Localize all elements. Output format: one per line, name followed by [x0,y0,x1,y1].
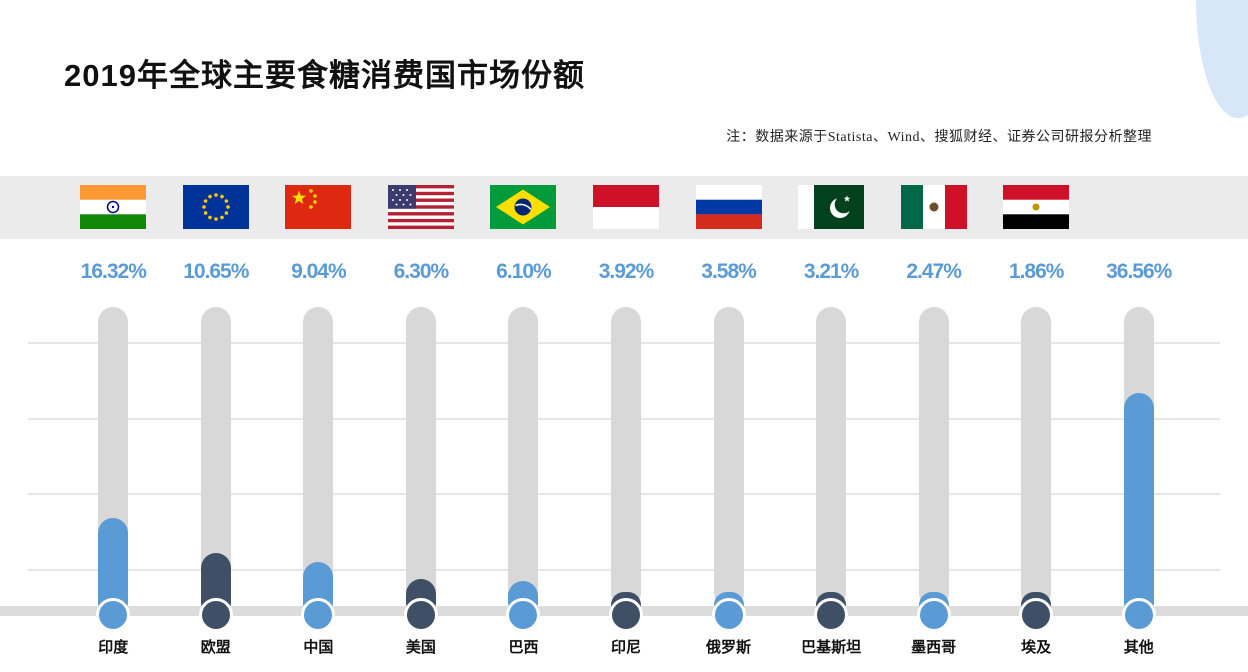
bar-dot [814,598,849,632]
bar-dot [916,598,951,632]
chart-title: 2019年全球主要食糖消费国市场份额 [64,58,585,93]
value-label: 36.56% [1106,260,1172,283]
bar-dot [198,598,233,632]
bar-dot [96,598,131,632]
column-others: 36.56% 其他 [1087,0,1190,672]
russia-flag-icon [695,185,762,229]
column-eu: 10.65% 欧盟 [165,0,268,672]
value-label: 9.04% [291,260,347,283]
bar-track [918,307,949,608]
usa-flag-icon [387,185,454,229]
chart-columns: 16.32% 印度 10.65% [62,0,1190,672]
category-label: 墨西哥 [911,639,957,656]
category-label: 巴西 [508,639,539,656]
india-flag-icon [80,185,147,229]
bar-dot [403,598,438,632]
category-label: 巴基斯坦 [801,639,862,656]
category-label: 埃及 [1021,639,1052,656]
value-label: 3.21% [803,260,860,283]
column-egypt: 1.86% 埃及 [985,0,1088,672]
bar-track [1021,307,1052,608]
source-note: 注：数据来源于Statista、Wind、搜狐财经、证券公司研报分析整理 [726,130,1152,145]
column-mexico: 2.47% 墨西哥 [882,0,985,672]
bar-fill [1123,393,1154,618]
bar-track [405,307,436,608]
indonesia-flag-icon [592,185,659,229]
value-label: 3.58% [701,260,757,283]
category-label: 印尼 [610,639,641,656]
category-label: 欧盟 [200,639,231,656]
brazil-flag-icon [490,185,557,229]
category-label: 中国 [303,639,334,656]
bar-track [816,307,847,608]
pakistan-flag-icon [798,185,865,229]
bar-dot [301,598,336,632]
value-label: 16.32% [80,260,147,283]
bar-track [610,307,641,608]
column-usa: 6.30% 美国 [370,0,473,672]
value-label: 6.10% [496,260,552,283]
bar-dot [1121,598,1156,632]
bar-dot [608,598,643,632]
china-flag-icon [285,185,352,229]
column-india: 16.32% 印度 [62,0,165,672]
decorative-circle [1196,0,1248,118]
bar-track [713,307,744,608]
column-china: 9.04% 中国 [267,0,370,672]
value-label: 1.86% [1008,260,1065,283]
category-label: 印度 [98,639,129,656]
column-pakistan: 3.21% 巴基斯坦 [780,0,883,672]
column-indonesia: 3.92% 印尼 [575,0,678,672]
category-label: 其他 [1123,639,1154,656]
column-brazil: 6.10% 巴西 [472,0,575,672]
category-label: 美国 [405,639,436,656]
egypt-flag-icon [1003,185,1070,229]
mexico-flag-icon [900,185,967,229]
value-label: 2.47% [906,260,962,283]
eu-flag-icon [182,185,249,229]
bar-track [303,307,334,608]
bar-dot [506,598,541,632]
bar-dot [1019,598,1054,632]
value-label: 3.92% [598,260,655,283]
bar-track [508,307,539,608]
value-label: 10.65% [183,260,249,283]
column-russia: 3.58% 俄罗斯 [677,0,780,672]
value-label: 6.30% [393,260,450,283]
category-label: 俄罗斯 [706,639,752,656]
bar-dot [711,598,746,632]
